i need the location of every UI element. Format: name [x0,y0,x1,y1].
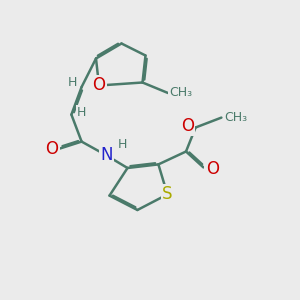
Text: N: N [100,146,113,164]
Text: O: O [206,160,219,178]
Text: H: H [68,76,77,89]
Text: CH₃: CH₃ [169,86,193,100]
Text: H: H [77,106,87,119]
Text: O: O [46,140,59,158]
Text: H: H [117,138,127,152]
Text: O: O [181,117,194,135]
Text: S: S [162,185,173,203]
Text: CH₃: CH₃ [224,111,247,124]
Text: O: O [92,76,106,94]
